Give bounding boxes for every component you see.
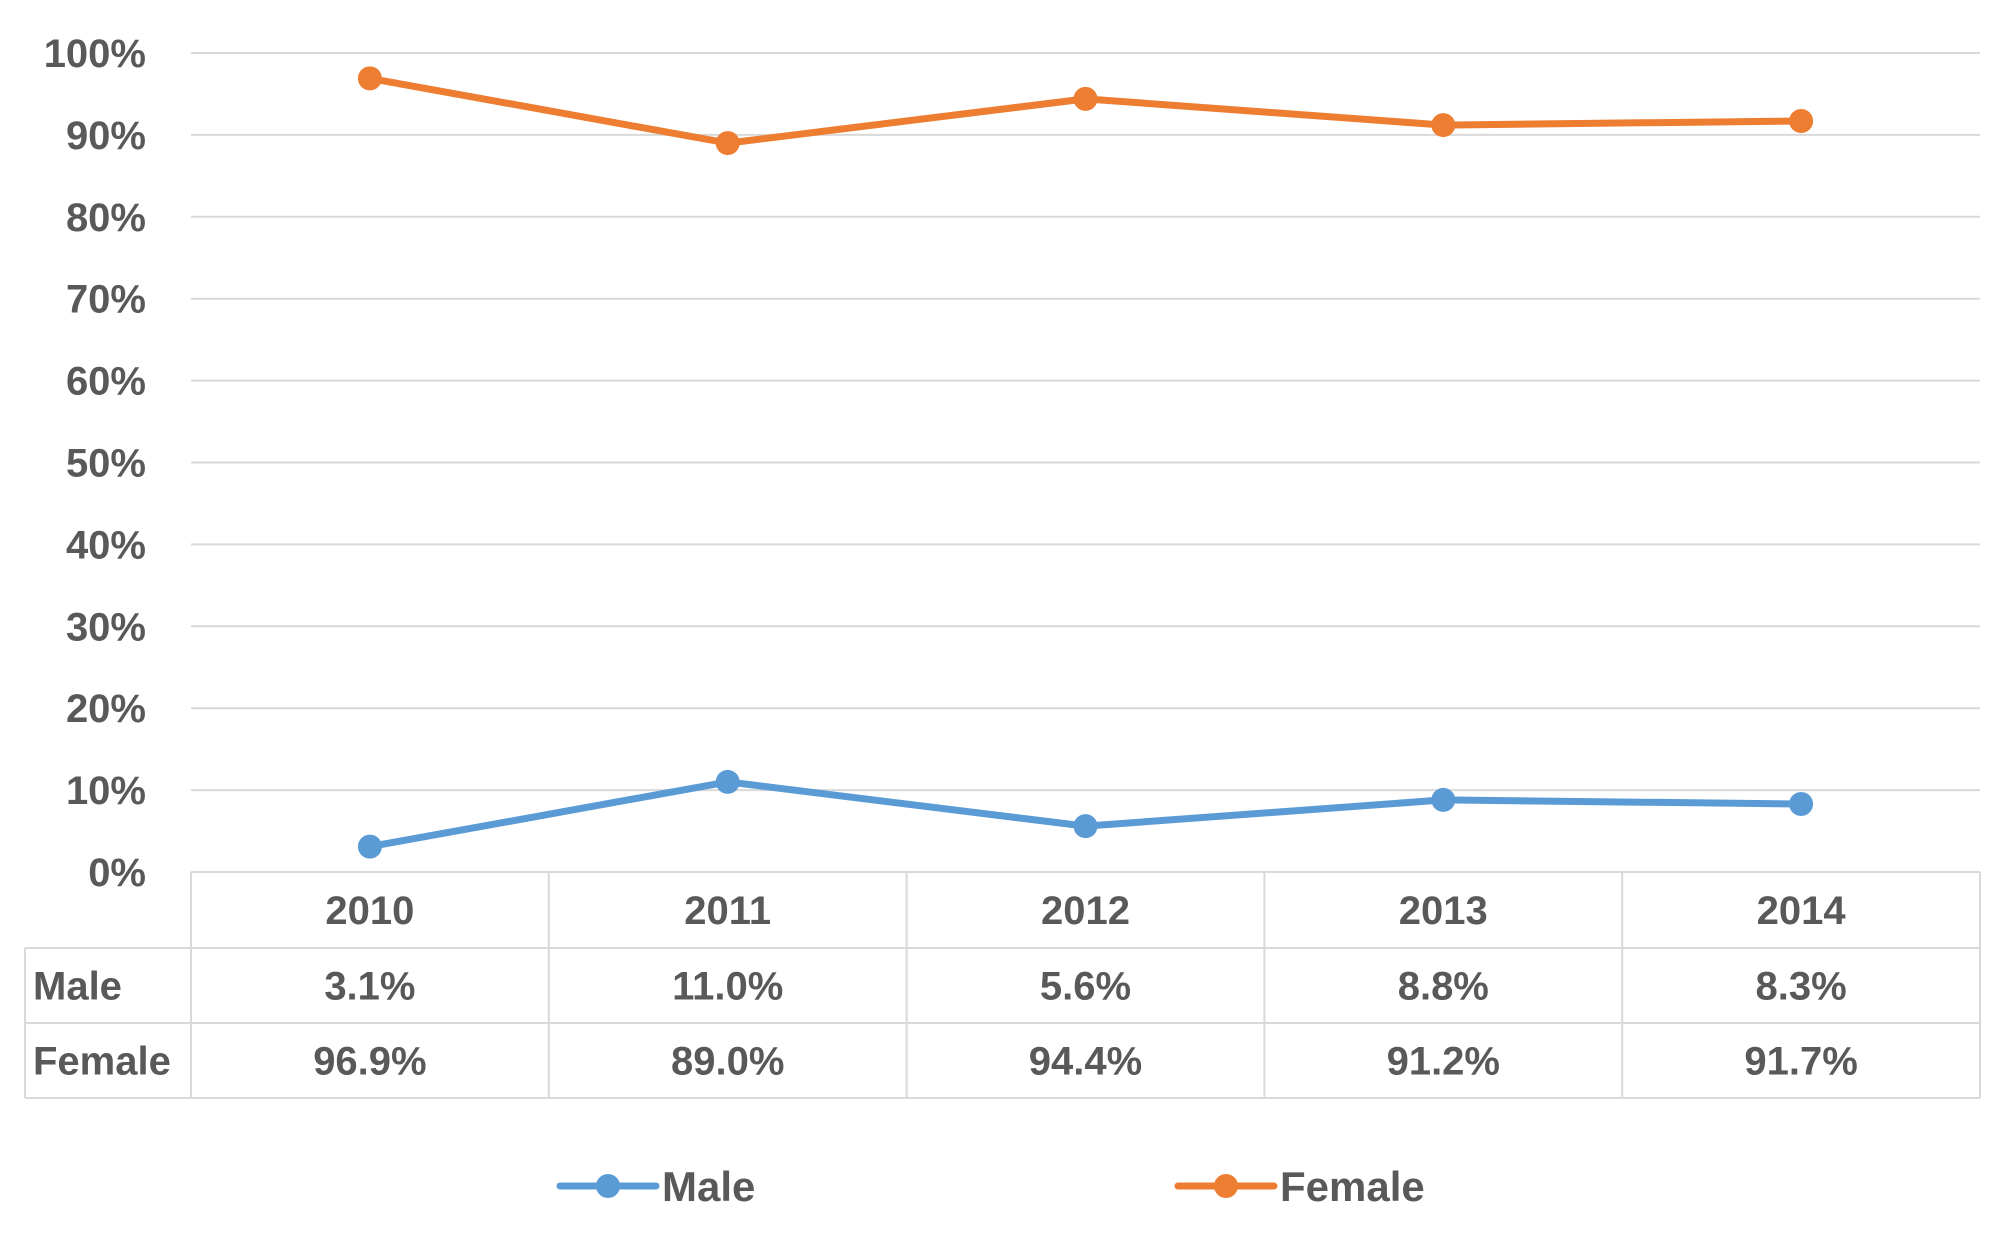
table-header-2010: 2010 <box>325 889 414 933</box>
table-header-2014: 2014 <box>1757 889 1847 933</box>
table-cell-male: 8.8% <box>1398 965 1489 1009</box>
y-axis: 0% 10% 20% 30% 40% 50% 60% 70% 80% 90% 100% <box>44 32 146 895</box>
data-point-male <box>1431 787 1456 812</box>
y-tick-label: 80% <box>66 196 146 240</box>
table-row-label-female: Female <box>33 1040 171 1084</box>
y-tick-label: 50% <box>66 442 146 486</box>
table-cell-male: 8.3% <box>1756 965 1847 1009</box>
y-tick-label: 90% <box>66 114 146 158</box>
y-tick-label: 20% <box>66 687 146 731</box>
data-point-female <box>1789 108 1814 133</box>
table-row-label-male: Male <box>33 965 122 1009</box>
y-tick-label: 60% <box>66 360 146 404</box>
data-point-female <box>357 66 382 91</box>
y-tick-label: 100% <box>44 32 146 76</box>
legend-marker-female <box>1214 1174 1238 1198</box>
data-point-female <box>715 131 740 156</box>
data-point-male <box>1073 814 1098 839</box>
table-cell-male: 3.1% <box>324 965 415 1009</box>
table-cell-female: 96.9% <box>313 1040 426 1084</box>
table-cell-female: 91.7% <box>1744 1040 1857 1084</box>
data-point-female <box>1073 86 1098 111</box>
data-table: 2010 2011 2012 2013 2014 Male 3.1% 11.0% 5.6% 8.8… <box>24 871 1981 1099</box>
y-tick-label: 30% <box>66 605 146 649</box>
table-header-2011: 2011 <box>684 889 771 933</box>
table-cell-female: 89.0% <box>671 1040 784 1084</box>
y-tick-label: 0% <box>88 851 146 895</box>
legend-label-male: Male <box>662 1163 755 1210</box>
data-point-male <box>1789 792 1814 817</box>
legend-label-female: Female <box>1280 1163 1425 1210</box>
y-tick-label: 10% <box>66 769 146 813</box>
table-cell-male: 11.0% <box>672 965 783 1009</box>
legend-marker-male <box>596 1174 620 1198</box>
data-point-male <box>357 834 382 859</box>
y-tick-label: 40% <box>66 523 146 567</box>
y-tick-label: 70% <box>66 278 146 322</box>
series-group <box>357 66 1814 859</box>
data-point-male <box>715 769 740 794</box>
table-cell-female: 94.4% <box>1029 1040 1142 1084</box>
table-cell-female: 91.2% <box>1387 1040 1500 1084</box>
legend: Male Female <box>556 1163 1425 1210</box>
table-header-2013: 2013 <box>1399 889 1488 933</box>
table-header-2012: 2012 <box>1041 889 1130 933</box>
data-point-female <box>1431 113 1456 138</box>
gridlines <box>191 52 1980 792</box>
table-cell-male: 5.6% <box>1040 965 1131 1009</box>
